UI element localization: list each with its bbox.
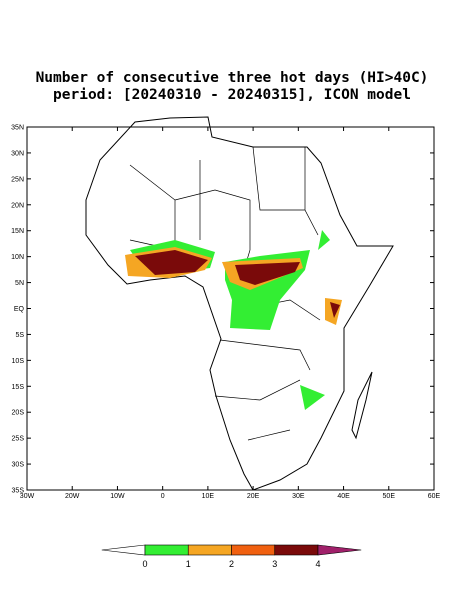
y-tick-label: 25N xyxy=(11,176,24,183)
borders xyxy=(129,146,321,441)
colorbar-segment xyxy=(231,544,276,556)
y-tick-label: 35N xyxy=(11,125,24,132)
y-tick-label: 30S xyxy=(12,462,25,469)
y-tick-label: 10S xyxy=(12,358,25,365)
y-tick-label: 20N xyxy=(11,202,24,209)
x-tick-label: 30E xyxy=(292,493,305,500)
x-tick-label: 30W xyxy=(20,493,35,500)
map-frame xyxy=(26,126,435,491)
x-tick-label: 0 xyxy=(161,493,165,500)
y-tick-label: 35S xyxy=(12,488,25,495)
madagascar xyxy=(351,371,373,440)
title-line: period: [20240310 - 20240315], ICON mode… xyxy=(53,87,411,103)
y-tick-label: 20S xyxy=(12,410,25,417)
x-tick-label: 20E xyxy=(247,493,260,500)
colorbar-label: 3 xyxy=(272,559,277,569)
y-tick-label: 10N xyxy=(11,254,24,261)
colorbar-label: 0 xyxy=(142,559,147,569)
map-layer xyxy=(85,116,394,490)
y-tick-label: 15N xyxy=(11,228,24,235)
colorbar-end xyxy=(101,544,146,556)
y-tick-label: 5S xyxy=(15,332,24,339)
africa-outline xyxy=(85,116,394,490)
y-tick-label: 5N xyxy=(15,280,24,287)
x-tick-label: 60E xyxy=(428,493,441,500)
y-tick-label: EQ xyxy=(14,306,25,313)
x-tick-label: 10W xyxy=(110,493,125,500)
y-tick-label: 30N xyxy=(11,150,24,157)
colorbar-segment xyxy=(144,544,189,556)
y-tick-label: 15S xyxy=(12,384,25,391)
x-tick-label: 50E xyxy=(383,493,396,500)
title-line: Number of consecutive three hot days (HI… xyxy=(36,70,429,86)
colorbar-label: 2 xyxy=(229,559,234,569)
x-tick-label: 10E xyxy=(202,493,215,500)
colorbar-end xyxy=(317,544,362,556)
x-tick-label: 20W xyxy=(65,493,80,500)
colorbar-segment xyxy=(187,544,232,556)
hot-area-darkred xyxy=(135,250,340,318)
colorbar-segment xyxy=(274,544,319,556)
y-tick-label: 25S xyxy=(12,436,25,443)
colorbar-label: 4 xyxy=(315,559,320,569)
x-tick-label: 40E xyxy=(337,493,350,500)
colorbar-label: 1 xyxy=(186,559,191,569)
